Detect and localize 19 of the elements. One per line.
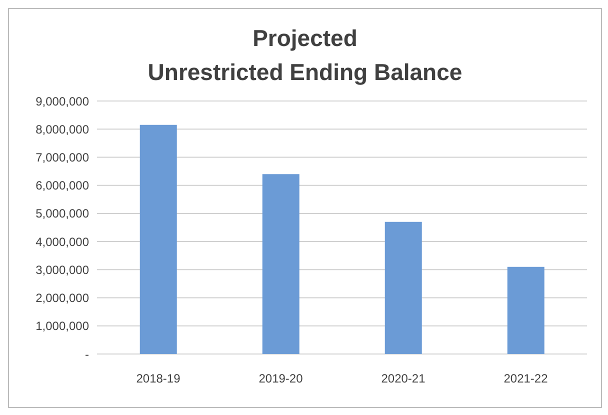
bar: [384, 222, 422, 354]
y-tick-label: 1,000,000: [36, 319, 90, 334]
x-tick-label: 2020-21: [381, 372, 426, 386]
y-tick-label: 7,000,000: [36, 150, 90, 164]
y-tick-label: 4,000,000: [36, 234, 90, 249]
y-tick-label: 8,000,000: [36, 122, 90, 136]
y-tick-label: 6,000,000: [36, 178, 90, 193]
y-tick-label: -: [85, 347, 89, 362]
y-tick-label: 3,000,000: [36, 262, 90, 277]
chart-title: Projected Unrestricted Ending Balance: [146, 24, 464, 87]
bar: [507, 266, 544, 354]
x-tick-label: 2021-22: [504, 372, 548, 386]
bar: [262, 174, 300, 354]
y-tick-label: 9,000,000: [36, 94, 90, 108]
x-tick-label: 2019-20: [258, 372, 304, 386]
bar: [140, 124, 177, 354]
y-tick-label: 2,000,000: [36, 291, 90, 306]
y-tick-label: 5,000,000: [36, 206, 90, 221]
x-tick-label: 2018-19: [136, 372, 181, 386]
